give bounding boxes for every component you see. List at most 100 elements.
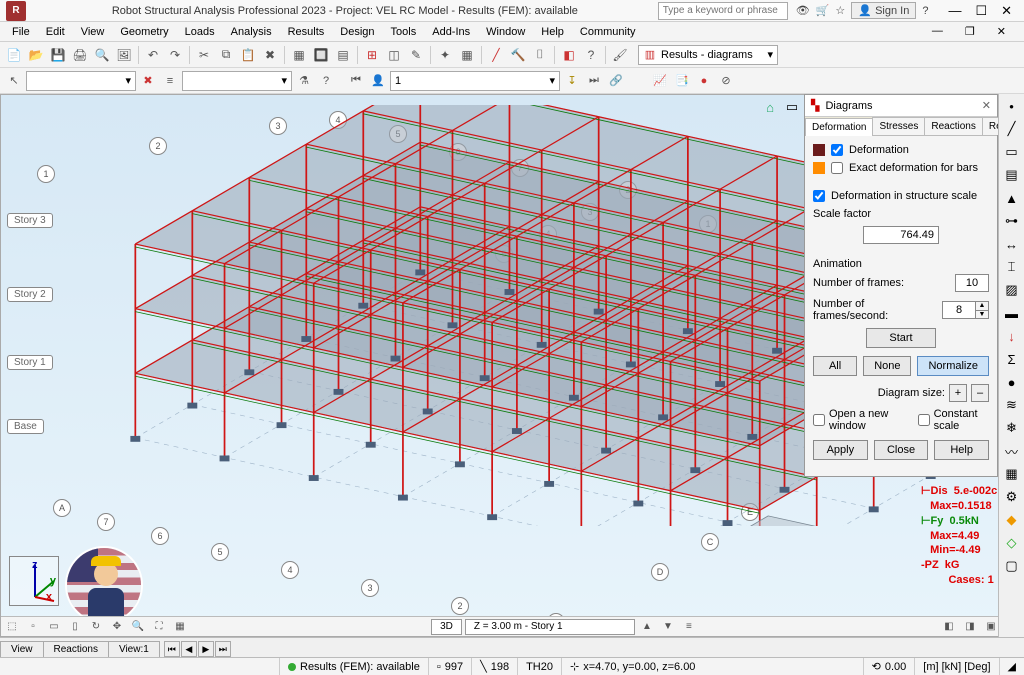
save-icon[interactable]: 💾 [48, 45, 68, 65]
size-minus[interactable]: – [971, 384, 989, 402]
maximize-button[interactable]: ☐ [975, 3, 987, 19]
close-button-panel[interactable]: Close [874, 440, 929, 460]
window-icon[interactable]: ▦ [289, 45, 309, 65]
help-button[interactable]: Help [934, 440, 989, 460]
tab-first[interactable]: ⏮ [164, 641, 180, 657]
tab-next[interactable]: ▶ [198, 641, 214, 657]
mdi-minimize[interactable]: — [924, 23, 951, 40]
menu-help[interactable]: Help [533, 24, 572, 40]
scale-input[interactable] [863, 226, 939, 244]
vp-pan-icon[interactable]: ✥ [108, 619, 126, 635]
r-seismic-icon[interactable]: 〰 [1002, 441, 1022, 461]
vp-zoom-icon[interactable]: 🔍 [129, 619, 147, 635]
menu-addins[interactable]: Add-Ins [424, 24, 478, 40]
r-release-icon[interactable]: ⊶ [1002, 211, 1022, 231]
vp-down-icon[interactable]: ▼ [659, 619, 677, 635]
vp-up-icon[interactable]: ▲ [638, 619, 656, 635]
search-input[interactable] [658, 2, 788, 20]
r-combo-icon[interactable]: Σ [1002, 349, 1022, 369]
axis-icon[interactable]: ✦ [435, 45, 455, 65]
chart-icon[interactable]: 📈 [650, 71, 670, 91]
menu-file[interactable]: File [4, 24, 38, 40]
paste-icon[interactable]: 📋 [238, 45, 258, 65]
menu-geometry[interactable]: Geometry [112, 24, 176, 40]
r-mesh-icon[interactable]: ▦ [1002, 464, 1022, 484]
menu-community[interactable]: Community [572, 24, 644, 40]
load-icon[interactable]: ↧ [562, 71, 582, 91]
panel-icon[interactable]: ◧ [559, 45, 579, 65]
menu-results[interactable]: Results [280, 24, 333, 40]
frames-input[interactable] [955, 274, 989, 292]
r2-b-icon[interactable]: ▭ [782, 97, 802, 117]
fps-input[interactable] [942, 301, 976, 319]
r2-a-icon[interactable]: ⌂ [760, 97, 780, 117]
menu-tools[interactable]: Tools [383, 24, 425, 40]
r-misc2-icon[interactable]: ◇ [1002, 533, 1022, 553]
stop-icon[interactable]: ⊘ [716, 71, 736, 91]
case-selector[interactable]: 1▾ [390, 71, 560, 91]
snap-icon[interactable]: ⊞ [362, 45, 382, 65]
case-prev-icon[interactable]: ⏮ [346, 71, 366, 91]
star-icon[interactable]: ☆ [835, 4, 845, 17]
r-misc3-icon[interactable]: ▢ [1002, 556, 1022, 576]
r-load-icon[interactable]: ↓ [1002, 326, 1022, 346]
calc-icon[interactable]: ▦ [457, 45, 477, 65]
print-icon[interactable]: 🖨 [70, 45, 90, 65]
r-bar-icon[interactable]: ╱ [1002, 119, 1022, 139]
undo-icon[interactable]: ↶ [143, 45, 163, 65]
r-material-icon[interactable]: ▨ [1002, 280, 1022, 300]
vp-level[interactable]: Z = 3.00 m - Story 1 [465, 619, 635, 635]
menu-edit[interactable]: Edit [38, 24, 73, 40]
axis-gizmo[interactable]: z y x [9, 556, 59, 606]
redo-icon[interactable]: ↷ [165, 45, 185, 65]
signin-button[interactable]: 👤 Sign In [851, 2, 916, 19]
record-icon[interactable]: ● [694, 71, 714, 91]
r-offset-icon[interactable]: ↔ [1002, 234, 1022, 254]
mdi-close[interactable]: ✕ [989, 23, 1014, 40]
screenshot-icon[interactable]: 🖼 [114, 45, 134, 65]
sel-bar-icon[interactable]: ≡ [160, 71, 180, 91]
vp-all-icon[interactable]: ≡ [680, 619, 698, 635]
menu-loads[interactable]: Loads [177, 24, 223, 40]
node-selector[interactable]: ▾ [26, 71, 136, 91]
fps-down[interactable]: ▼ [976, 310, 988, 318]
size-plus[interactable]: + [949, 384, 967, 402]
vp-front-icon[interactable]: ▭ [45, 619, 63, 635]
edit-node-icon[interactable]: ✎ [406, 45, 426, 65]
person-icon[interactable]: 👤 [368, 71, 388, 91]
none-button[interactable]: None [863, 356, 911, 376]
view-tab-reactions[interactable]: Reactions [43, 641, 109, 657]
binoculars-icon[interactable]: 👁 [796, 4, 810, 17]
filter-icon[interactable]: ⚗ [294, 71, 314, 91]
paint-icon[interactable]: 🖌 [610, 45, 630, 65]
vp-top-icon[interactable]: ▫ [24, 619, 42, 635]
tab-stresses[interactable]: Stresses [872, 117, 925, 135]
case-next-icon[interactable]: ⏭ [584, 71, 604, 91]
normalize-button[interactable]: Normalize [917, 356, 989, 376]
r-thickness-icon[interactable]: ▬ [1002, 303, 1022, 323]
table-icon[interactable]: ▤ [333, 45, 353, 65]
tab-reactions[interactable]: Reactions [924, 117, 982, 135]
open-icon[interactable]: 📂 [26, 45, 46, 65]
r-wind-icon[interactable]: ≋ [1002, 395, 1022, 415]
r-panel-icon[interactable]: ▭ [1002, 142, 1022, 162]
tab-deformation[interactable]: Deformation [805, 118, 873, 136]
cart-icon[interactable]: 🛒 [816, 4, 830, 17]
view-tab-view1[interactable]: View:1 [108, 641, 160, 657]
view-tab-view[interactable]: View [0, 641, 44, 657]
cut-icon[interactable]: ✂ [194, 45, 214, 65]
vp-side-icon[interactable]: ▯ [66, 619, 84, 635]
apply-button[interactable]: Apply [813, 440, 868, 460]
vp-end1-icon[interactable]: ◧ [940, 619, 958, 635]
help2-icon[interactable]: ? [581, 45, 601, 65]
r-support-icon[interactable]: ▲ [1002, 188, 1022, 208]
menu-view[interactable]: View [73, 24, 113, 40]
status-grip-icon[interactable]: ◢ [1008, 660, 1016, 673]
help3-icon[interactable]: ? [316, 71, 336, 91]
menu-window[interactable]: Window [478, 24, 533, 40]
r-snow-icon[interactable]: ❄ [1002, 418, 1022, 438]
r-node-icon[interactable]: • [1002, 96, 1022, 116]
all-button[interactable]: All [813, 356, 857, 376]
copy-icon[interactable]: ⧉ [216, 45, 236, 65]
scale-checkbox[interactable] [813, 190, 825, 202]
